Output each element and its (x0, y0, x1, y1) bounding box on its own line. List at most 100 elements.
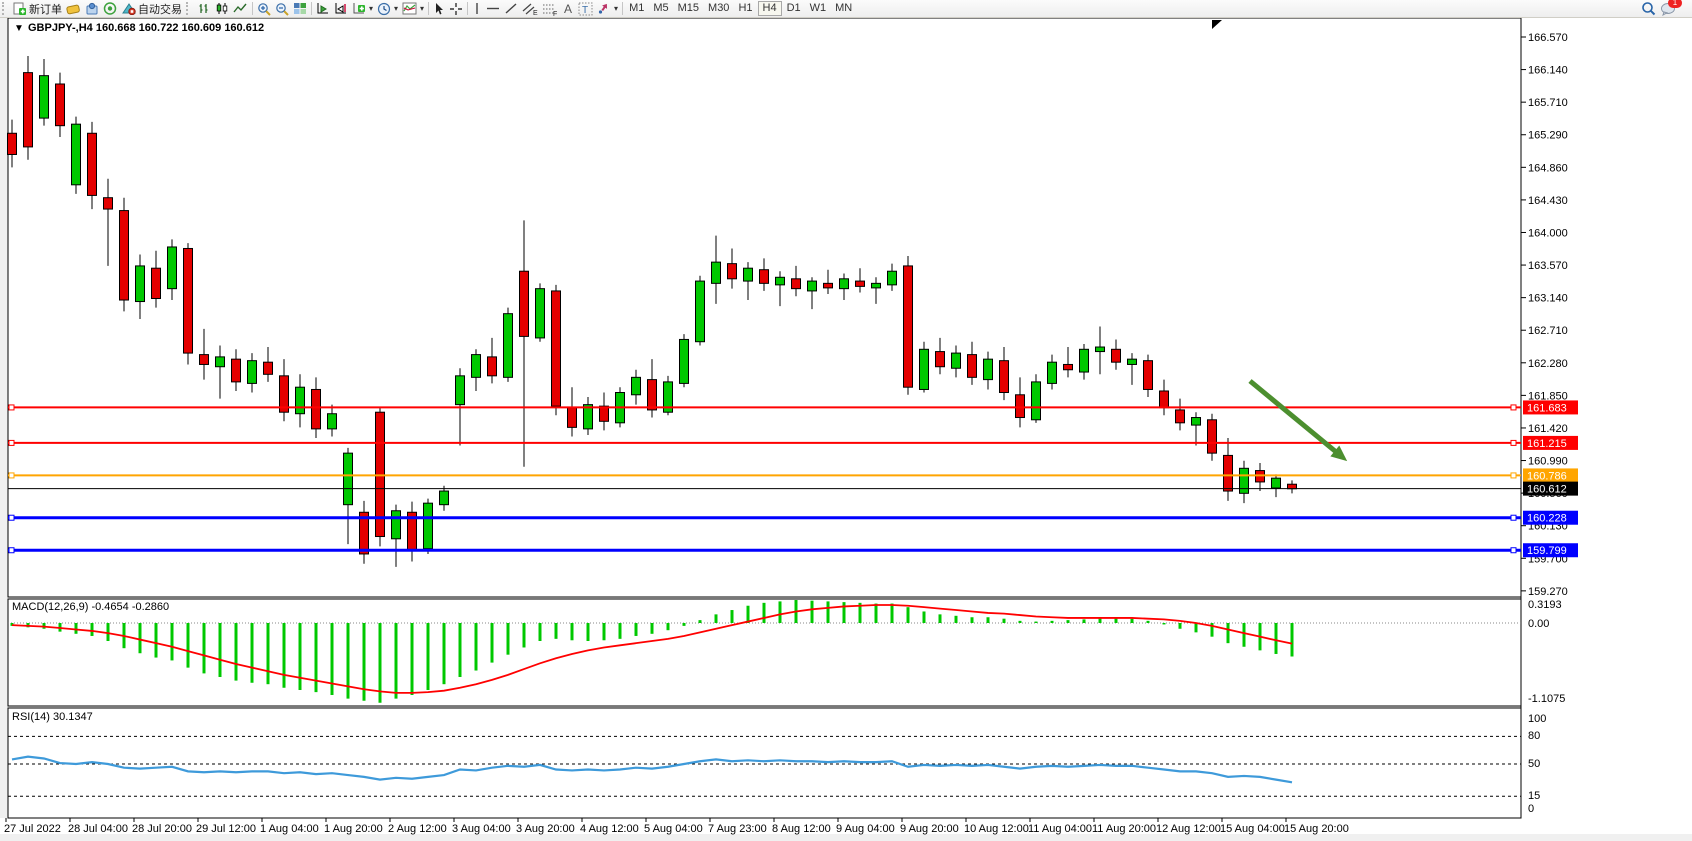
line-start-marker[interactable] (8, 404, 15, 411)
timeframe-d1[interactable]: D1 (786, 2, 801, 14)
candle-body (647, 379, 657, 411)
candle-body (487, 356, 497, 377)
bar-chart-button[interactable] (195, 1, 213, 16)
timeframe-w1[interactable]: W1 (809, 2, 827, 14)
candlestick-chart-button[interactable] (213, 1, 231, 16)
chevron-down-icon: ▾ (369, 4, 374, 13)
new-order-label: 新订单 (29, 3, 62, 16)
timeframe-m30[interactable]: M30 (708, 2, 730, 14)
chat-button[interactable]: 1 (1658, 0, 1682, 16)
line-end-marker[interactable] (1510, 439, 1517, 446)
data-window-button[interactable] (83, 1, 101, 16)
line-start-marker[interactable] (8, 547, 15, 554)
candle-body (999, 360, 1009, 394)
timeframe-m1[interactable]: M1 (629, 2, 645, 14)
rsi-pane[interactable] (7, 707, 1522, 819)
price-level-badge (1523, 400, 1578, 415)
main-pane[interactable] (7, 17, 1522, 598)
chart-shift-marker-icon (1212, 20, 1222, 29)
new-order-button[interactable]: 新订单 (11, 1, 64, 16)
timeframe-m5[interactable]: M5 (653, 2, 669, 14)
crosshair-button[interactable] (447, 1, 465, 16)
auto-scroll-button[interactable] (314, 1, 332, 16)
notification-badge: 1 (1668, 0, 1682, 8)
chart-shift-button[interactable] (332, 1, 350, 16)
time-axis-area[interactable] (0, 818, 1692, 834)
zoom-in-button[interactable] (255, 1, 273, 16)
tile-windows-button[interactable] (291, 1, 309, 16)
line-end-marker[interactable] (1510, 404, 1517, 411)
timeframe-h1[interactable]: H1 (738, 2, 753, 14)
price-level-badge (1523, 510, 1578, 525)
candle-body (727, 263, 737, 280)
candle-body (503, 313, 513, 378)
line-chart-button[interactable] (231, 1, 250, 16)
horizontal-line-button[interactable] (484, 1, 502, 16)
candle-body (135, 265, 145, 303)
timeframe-m15[interactable]: M15 (677, 2, 700, 14)
svg-text:E: E (533, 10, 538, 16)
y-axis-tick-label: 160.990 (1528, 456, 1568, 468)
y-axis-tick-label: 162.710 (1528, 325, 1568, 337)
y-axis-tick-label: 164.000 (1528, 227, 1568, 239)
candle-body (903, 265, 913, 388)
candle-body (823, 282, 833, 289)
arrows-icon (597, 2, 611, 15)
line-start-marker[interactable] (8, 514, 15, 521)
market-watch-button[interactable] (64, 1, 83, 16)
timeframe-mn[interactable]: MN (835, 2, 853, 14)
text-button[interactable]: A (560, 1, 576, 16)
candle-body (439, 490, 449, 506)
candle-body (1287, 483, 1297, 490)
vertical-line-button[interactable] (470, 1, 484, 16)
candle-body (711, 261, 721, 284)
y-axis-tick-label: 165.290 (1528, 130, 1568, 142)
x-axis-label: 4 Aug 12:00 (580, 823, 639, 835)
line-end-marker[interactable] (1510, 514, 1517, 521)
trendline-button[interactable] (502, 1, 520, 16)
price-level-badge (1523, 543, 1578, 558)
zoom-out-button[interactable] (273, 1, 291, 16)
price-level-badge-label: 161.215 (1527, 438, 1567, 450)
candle-body (791, 278, 801, 290)
price-level-badge-label: 159.799 (1527, 545, 1567, 557)
candle-body (183, 247, 193, 354)
candle-body (1031, 381, 1041, 421)
text-label-button[interactable]: T (576, 1, 595, 16)
line-end-marker[interactable] (1510, 472, 1517, 479)
x-axis-label: 3 Aug 20:00 (516, 823, 575, 835)
y-axis-tick-label: 161.850 (1528, 390, 1568, 402)
candle-body (887, 270, 897, 286)
line-start-marker[interactable] (8, 439, 15, 446)
templates-button[interactable]: ▾ (400, 1, 426, 16)
arrows-button[interactable]: ▾ (595, 1, 620, 16)
y-axis-tick-label: 159.270 (1528, 586, 1568, 598)
candle-body (247, 360, 257, 384)
candle-body (327, 413, 337, 430)
x-axis-label: 1 Aug 20:00 (324, 823, 383, 835)
periods-button[interactable]: ▾ (375, 1, 400, 16)
signals-icon (103, 2, 117, 15)
line-start-marker[interactable] (8, 472, 15, 479)
add-indicator-button[interactable]: ▾ (350, 1, 375, 16)
symbol-dropdown-icon[interactable]: ▼ (14, 23, 24, 34)
candle-body (567, 407, 577, 428)
equidistant-channel-button[interactable]: E (520, 1, 540, 16)
candle-body (1095, 346, 1105, 353)
cursor-button[interactable] (431, 1, 447, 16)
search-button[interactable] (1639, 1, 1658, 16)
auto-trading-button[interactable]: 自动交易 (119, 1, 184, 16)
auto-scroll-icon (316, 2, 330, 15)
candle-body (1079, 348, 1089, 373)
candle-body (391, 510, 401, 540)
line-end-marker[interactable] (1510, 547, 1517, 554)
toolbar-separator (252, 2, 253, 15)
candle-body (663, 381, 673, 413)
fibonacci-button[interactable]: F (540, 1, 560, 16)
trend-arrow-annotation[interactable] (1248, 379, 1343, 458)
price-axis-area[interactable] (1521, 18, 1692, 834)
x-axis-label: 9 Aug 20:00 (900, 823, 959, 835)
signals-button[interactable] (101, 1, 119, 16)
timeframe-h4[interactable]: H4 (757, 1, 782, 16)
